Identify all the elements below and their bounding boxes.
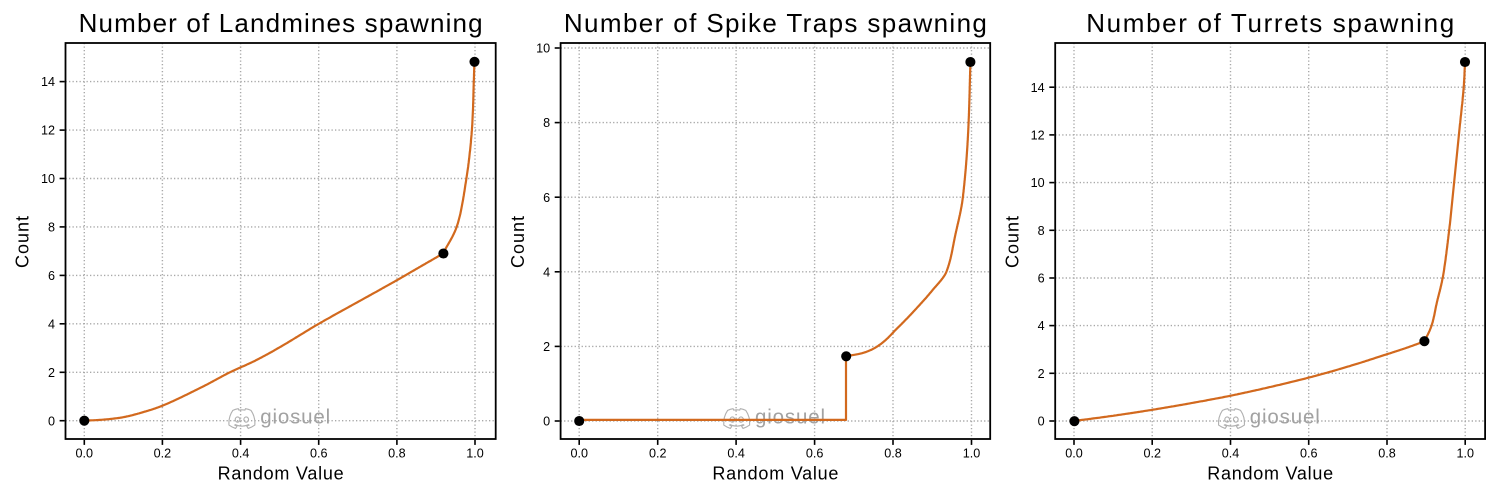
svg-text:0.6: 0.6 [1300, 447, 1318, 461]
svg-text:Random Value: Random Value [712, 464, 838, 484]
svg-text:0.4: 0.4 [727, 447, 745, 461]
svg-text:giosuel: giosuel [755, 406, 825, 429]
svg-text:0.8: 0.8 [1378, 447, 1396, 461]
svg-text:1.0: 1.0 [466, 447, 484, 461]
svg-text:6: 6 [48, 269, 55, 283]
svg-text:Number of Turrets spawning: Number of Turrets spawning [1086, 8, 1454, 38]
svg-text:0.2: 0.2 [1143, 447, 1161, 461]
svg-text:0.8: 0.8 [884, 447, 902, 461]
svg-text:2: 2 [48, 366, 55, 380]
svg-text:12: 12 [41, 124, 55, 138]
svg-text:14: 14 [1031, 81, 1045, 95]
svg-text:0.0: 0.0 [1065, 447, 1083, 461]
svg-text:1.0: 1.0 [1456, 447, 1474, 461]
svg-text:0.0: 0.0 [76, 447, 94, 461]
svg-text:0.6: 0.6 [310, 447, 328, 461]
svg-text:14: 14 [41, 75, 55, 89]
svg-text:4: 4 [48, 317, 55, 331]
svg-text:0.6: 0.6 [806, 447, 824, 461]
svg-text:10: 10 [1031, 176, 1045, 190]
svg-text:10: 10 [41, 172, 55, 186]
svg-text:0.4: 0.4 [1222, 447, 1240, 461]
svg-text:10: 10 [536, 42, 550, 56]
svg-text:2: 2 [543, 340, 550, 354]
svg-text:0.2: 0.2 [649, 447, 667, 461]
svg-text:1.0: 1.0 [963, 447, 981, 461]
svg-text:4: 4 [1038, 319, 1045, 333]
svg-text:0: 0 [1038, 415, 1045, 429]
svg-text:Random Value: Random Value [218, 464, 344, 484]
svg-text:Number of Spike Traps spawning: Number of Spike Traps spawning [564, 8, 987, 38]
svg-text:0.8: 0.8 [388, 447, 406, 461]
svg-text:Count: Count [1002, 216, 1022, 268]
svg-text:8: 8 [543, 116, 550, 130]
svg-text:0.2: 0.2 [154, 447, 172, 461]
svg-text:12: 12 [1031, 129, 1045, 143]
svg-text:Number of Landmines spawning: Number of Landmines spawning [79, 8, 483, 38]
svg-text:0.0: 0.0 [570, 447, 588, 461]
svg-text:giosuel: giosuel [1250, 406, 1320, 429]
svg-text:0.4: 0.4 [232, 447, 250, 461]
svg-text:6: 6 [543, 191, 550, 205]
svg-text:Random Value: Random Value [1207, 464, 1333, 484]
svg-text:0: 0 [48, 414, 55, 428]
svg-text:8: 8 [1038, 224, 1045, 238]
svg-text:4: 4 [543, 265, 550, 279]
svg-text:6: 6 [1038, 272, 1045, 286]
svg-text:8: 8 [48, 221, 55, 235]
svg-text:2: 2 [1038, 367, 1045, 381]
svg-text:0: 0 [543, 415, 550, 429]
svg-text:Count: Count [508, 216, 528, 268]
svg-text:Count: Count [13, 216, 33, 268]
svg-text:giosuel: giosuel [260, 406, 330, 429]
